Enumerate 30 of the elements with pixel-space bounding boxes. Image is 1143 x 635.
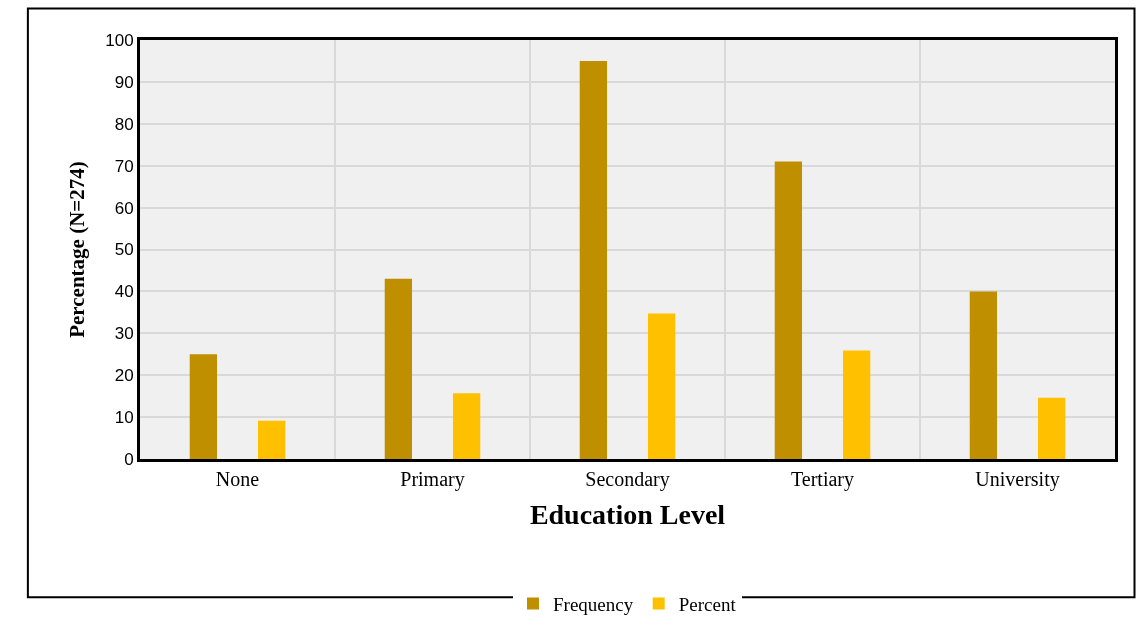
- y-tick-label: 80: [114, 114, 134, 134]
- bar: [384, 278, 413, 459]
- x-axis-title: Education Level: [529, 499, 726, 531]
- y-tick-label: 50: [114, 240, 134, 260]
- bar: [774, 161, 803, 459]
- bar: [1037, 397, 1066, 459]
- y-axis-title: Percentage (N=274): [65, 161, 90, 338]
- bar: [189, 354, 218, 459]
- y-tick-label: 20: [114, 366, 134, 386]
- bar: [452, 393, 481, 459]
- legend-label: Percent: [678, 593, 737, 615]
- x-tick-label: Primary: [400, 468, 465, 491]
- y-tick-label: 10: [114, 408, 134, 428]
- y-tick-label: 0: [124, 449, 134, 469]
- y-tick-label: 60: [114, 198, 134, 218]
- y-tick-label: 90: [114, 72, 134, 92]
- x-tick-label: None: [215, 468, 260, 490]
- x-tick-label: Tertiary: [790, 468, 855, 491]
- y-tick-label: 100: [105, 30, 134, 50]
- bar: [579, 60, 608, 459]
- bar: [842, 350, 871, 459]
- bar: [647, 313, 676, 459]
- legend-label: Frequency: [553, 593, 634, 615]
- y-tick-label: 70: [114, 156, 134, 176]
- bar: [257, 420, 286, 459]
- y-tick-label: 30: [114, 324, 134, 344]
- bar: [969, 291, 998, 459]
- x-tick-label: University: [975, 468, 1060, 491]
- y-tick-label: 40: [114, 282, 134, 302]
- x-tick-label: Secondary: [585, 468, 670, 491]
